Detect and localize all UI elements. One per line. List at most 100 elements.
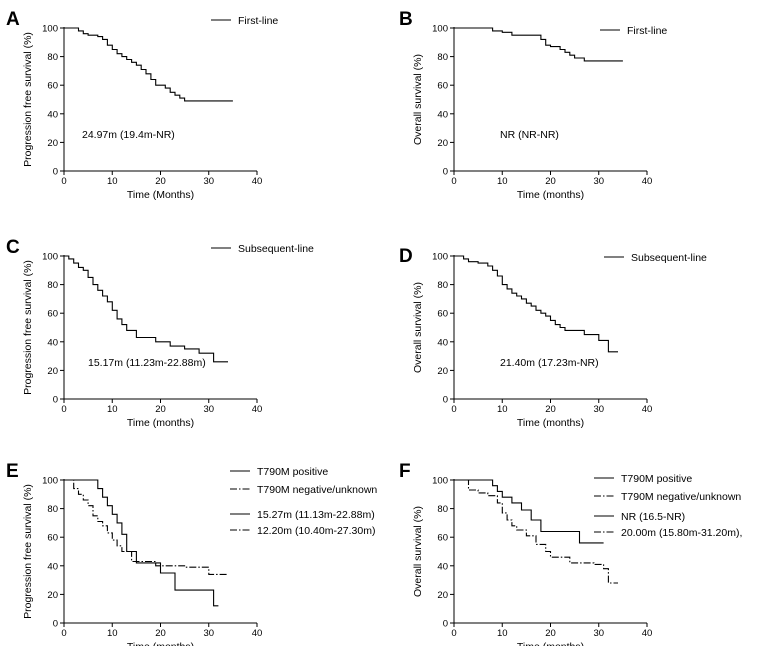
panel-d-x-tick-label: 20 [545, 404, 556, 415]
panel-d-x-tick-label: 10 [497, 404, 508, 415]
panel-e-x-tick-label: 10 [107, 628, 118, 639]
panel-d-y-tick-label: 80 [437, 280, 448, 291]
panel-e-y-axis-title: Progression free survival (%) [22, 484, 34, 619]
panel-d-legend-label: Subsequent-line [631, 252, 707, 264]
panel-d-letter: D [399, 246, 413, 267]
panel-a-letter: A [6, 9, 20, 30]
panel-e-letter: E [6, 461, 19, 482]
panel-f-y-tick-label: 80 [437, 504, 448, 515]
panel-a-x-tick-label: 40 [252, 176, 263, 187]
panel-b-median-label: NR (NR-NR) [500, 129, 559, 141]
panel-b-x-axis-title: Time (months) [517, 189, 584, 201]
panel-c: C 0 10 20 30 40 0 20 40 60 80 100 Time (months) Progr… [6, 237, 314, 429]
panel-c-x-tick-label: 20 [155, 404, 166, 415]
panel-a-x-tick-label: 30 [203, 176, 214, 187]
panel-e-median-label: 15.27m (11.13m-22.88m) [257, 509, 375, 521]
panel-f-y-axis-title: Overall survival (%) [412, 506, 424, 597]
panel-c-y-tick-label: 20 [47, 366, 58, 377]
panel-e: E 0 10 20 30 40 0 20 40 60 80 100 Time (months) Progr… [6, 461, 377, 646]
panel-f-letter: F [399, 461, 411, 482]
panel-c-y-tick-label: 100 [42, 252, 58, 263]
panel-c-legend-label: Subsequent-line [238, 243, 314, 255]
panel-c-y-tick-label: 40 [47, 337, 58, 348]
panel-c-x-tick-label: 40 [252, 404, 263, 415]
panel-d: D 0 10 20 30 40 0 20 40 60 80 100 Time (months) Overa… [399, 246, 707, 429]
panel-b-y-tick-label: 0 [443, 167, 448, 178]
panel-c-y-tick-label: 60 [47, 309, 58, 320]
panel-d-y-axis-title: Overall survival (%) [412, 282, 424, 373]
panel-a-curve-1 [64, 27, 233, 102]
panel-a: A 0 10 20 30 40 0 20 40 60 80 100 Time (Months) Progr… [6, 9, 278, 201]
panel-b-y-tick-label: 80 [437, 52, 448, 63]
panel-d-x-axis-title: Time (months) [517, 417, 584, 429]
panel-b: B 0 10 20 30 40 0 20 40 60 80 100 Time (months) Overa… [399, 9, 667, 201]
panel-e-y-tick-label: 100 [42, 476, 58, 487]
panel-e-y-tick-label: 20 [47, 590, 58, 601]
panel-d-y-tick-label: 20 [437, 366, 448, 377]
panel-a-y-tick-label: 100 [42, 24, 58, 35]
panel-d-x-tick-label: 30 [593, 404, 604, 415]
panel-c-median-label: 15.17m (11.23m-22.88m) [88, 357, 206, 369]
panel-d-y-tick-label: 0 [443, 395, 448, 406]
panel-f-legend-label: T790M negative/unknown [621, 491, 741, 503]
panel-f-curve-2 [454, 479, 618, 584]
panel-d-median-label: 21.40m (17.23m-NR) [500, 357, 599, 369]
panel-e-y-tick-label: 40 [47, 561, 58, 572]
panel-a-x-tick-label: 20 [155, 176, 166, 187]
panel-c-y-tick-label: 0 [53, 395, 58, 406]
panel-b-curve-1 [454, 27, 623, 62]
panel-b-x-tick-label: 0 [451, 176, 456, 187]
panel-d-curve-1 [454, 255, 618, 353]
panel-e-x-tick-label: 40 [252, 628, 263, 639]
panel-b-y-tick-label: 40 [437, 109, 448, 120]
panel-b-y-tick-label: 20 [437, 138, 448, 149]
panel-b-legend-label: First-line [627, 25, 667, 37]
panel-e-y-tick-label: 80 [47, 504, 58, 515]
panel-f-median-label: NR (16.5-NR) [621, 511, 685, 523]
panel-c-x-tick-label: 10 [107, 404, 118, 415]
panel-e-legend-label: T790M positive [257, 466, 328, 478]
panel-b-x-tick-label: 20 [545, 176, 556, 187]
panel-d-x-tick-label: 0 [451, 404, 456, 415]
panel-e-curve-1 [64, 479, 219, 607]
panel-a-y-tick-label: 20 [47, 138, 58, 149]
panel-f: F 0 10 20 30 40 0 20 40 60 80 100 Time (months) Overa… [399, 461, 742, 646]
panel-b-y-axis-title: Overall survival (%) [412, 54, 424, 145]
panel-e-x-tick-label: 30 [203, 628, 214, 639]
panel-f-x-axis-title: Time (months) [517, 641, 584, 646]
panel-e-legend-label: T790M negative/unknown [257, 484, 377, 496]
panel-f-y-tick-label: 60 [437, 533, 448, 544]
panel-a-y-axis-title: Progression free survival (%) [22, 32, 34, 167]
panel-a-x-tick-label: 10 [107, 176, 118, 187]
panel-f-x-tick-label: 20 [545, 628, 556, 639]
panel-c-x-tick-label: 30 [203, 404, 214, 415]
panel-a-legend-label: First-line [238, 15, 278, 27]
panel-b-y-tick-label: 60 [437, 81, 448, 92]
panel-b-y-tick-label: 100 [432, 24, 448, 35]
panel-f-y-tick-label: 0 [443, 619, 448, 630]
panel-d-y-tick-label: 60 [437, 309, 448, 320]
panel-e-y-tick-label: 0 [53, 619, 58, 630]
panel-f-x-tick-label: 0 [451, 628, 456, 639]
panel-a-y-tick-label: 60 [47, 81, 58, 92]
panel-d-y-tick-label: 100 [432, 252, 448, 263]
panel-f-y-tick-label: 100 [432, 476, 448, 487]
panel-a-median-label: 24.97m (19.4m-NR) [82, 129, 175, 141]
panel-f-x-tick-label: 40 [642, 628, 653, 639]
panel-e-median-label: 12.20m (10.40m-27.30m) [257, 525, 375, 537]
panel-b-letter: B [399, 9, 413, 30]
panel-a-x-tick-label: 0 [61, 176, 66, 187]
panel-f-legend-label: T790M positive [621, 473, 692, 485]
panel-c-x-axis-title: Time (months) [127, 417, 194, 429]
panel-d-y-tick-label: 40 [437, 337, 448, 348]
panel-f-curve-1 [454, 479, 604, 544]
panel-f-y-tick-label: 40 [437, 561, 448, 572]
panel-f-x-tick-label: 10 [497, 628, 508, 639]
panel-b-x-tick-label: 30 [593, 176, 604, 187]
panel-e-x-axis-title: Time (months) [127, 641, 194, 646]
panel-a-y-tick-label: 40 [47, 109, 58, 120]
panel-c-y-axis-title: Progression free survival (%) [22, 260, 34, 395]
panel-e-curve-2 [64, 479, 228, 575]
panel-f-y-tick-label: 20 [437, 590, 448, 601]
